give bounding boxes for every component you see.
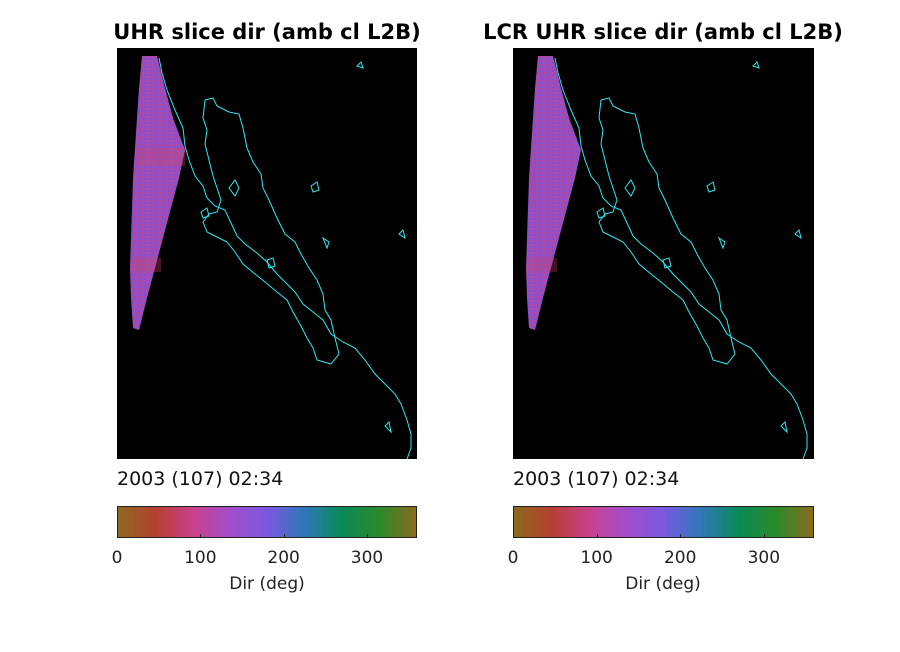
left-map xyxy=(117,48,417,459)
colorbar-tick-mark xyxy=(680,534,682,538)
left-panel-title: UHR slice dir (amb cl L2B) xyxy=(113,20,421,44)
right-map-plot xyxy=(526,56,808,459)
colorbar-tick-mark xyxy=(513,534,514,538)
swath-band xyxy=(137,148,185,166)
colorbar-tick-label: 100 xyxy=(580,548,613,568)
right-colorbar-label: Dir (deg) xyxy=(625,574,701,594)
colorbar-tick-label: 0 xyxy=(111,548,123,568)
coastline xyxy=(554,57,808,459)
swath-band xyxy=(527,258,557,272)
colorbar-tick-mark xyxy=(117,534,118,538)
swath-band xyxy=(131,258,161,272)
right-timestamp: 2003 (107) 02:34 xyxy=(513,468,680,490)
right-map xyxy=(513,48,814,459)
colorbar-tick-label: 300 xyxy=(747,548,781,568)
colorbar-tick-mark xyxy=(367,534,368,538)
wind-swath xyxy=(526,56,581,330)
right-panel-title: LCR UHR slice dir (amb cl L2B) xyxy=(483,20,843,44)
colorbar-tick-label: 200 xyxy=(267,548,300,568)
colorbar-tick-label: 200 xyxy=(663,548,697,568)
colorbar-tick-mark xyxy=(200,534,202,538)
colorbar-tick-label: 0 xyxy=(507,548,519,568)
wind-swath xyxy=(130,56,185,330)
left-timestamp: 2003 (107) 02:34 xyxy=(117,468,284,490)
colorbar-tick-label: 100 xyxy=(184,548,217,568)
left-colorbar-label: Dir (deg) xyxy=(229,574,305,594)
left-map-plot xyxy=(130,56,412,459)
colorbar-tick-label: 300 xyxy=(350,548,384,568)
coastline xyxy=(158,57,412,459)
colorbar-tick-mark xyxy=(596,534,598,538)
left-colorbar xyxy=(117,506,417,538)
colorbar-tick-mark xyxy=(763,534,765,538)
colorbar-tick-mark xyxy=(283,534,285,538)
right-colorbar xyxy=(513,506,814,538)
